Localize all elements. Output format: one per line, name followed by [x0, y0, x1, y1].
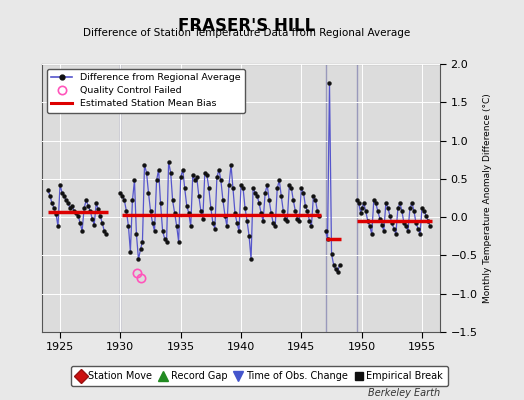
Text: Difference of Station Temperature Data from Regional Average: Difference of Station Temperature Data f…	[83, 28, 410, 38]
Text: FRASER'S HILL: FRASER'S HILL	[178, 17, 315, 35]
Legend: Difference from Regional Average, Quality Control Failed, Estimated Station Mean: Difference from Regional Average, Qualit…	[47, 69, 245, 113]
Legend: Station Move, Record Gap, Time of Obs. Change, Empirical Break: Station Move, Record Gap, Time of Obs. C…	[71, 366, 448, 386]
Y-axis label: Monthly Temperature Anomaly Difference (°C): Monthly Temperature Anomaly Difference (…	[483, 93, 492, 303]
Text: Berkeley Earth: Berkeley Earth	[368, 388, 440, 398]
